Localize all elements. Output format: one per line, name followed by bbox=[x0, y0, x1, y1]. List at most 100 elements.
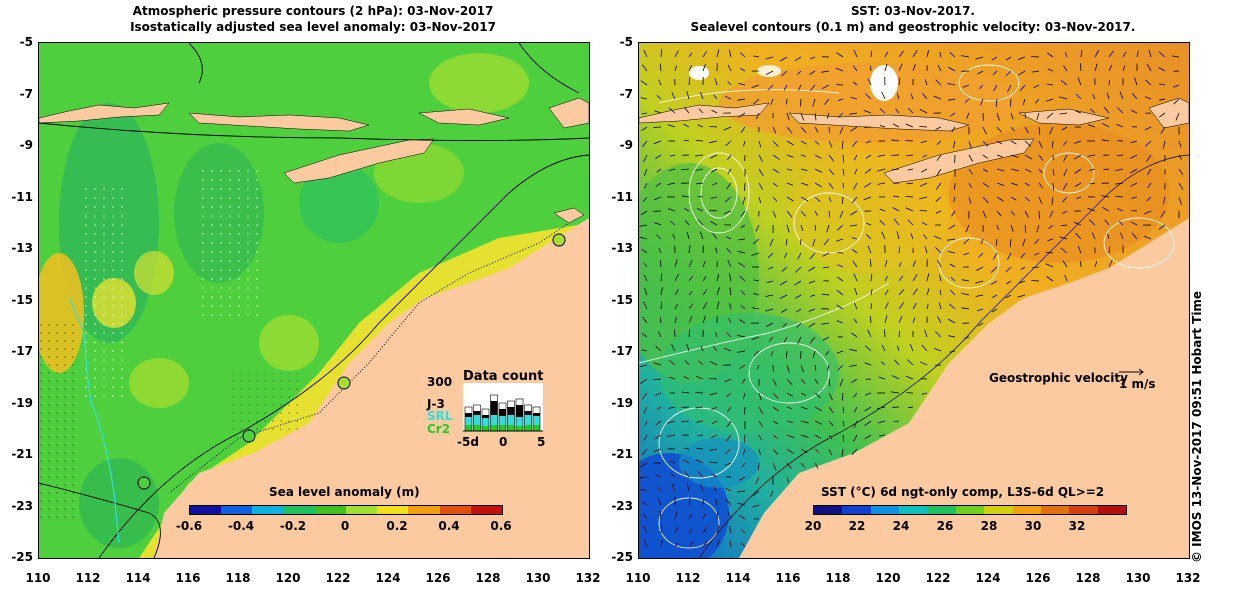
left-lon-tick-8: 126 bbox=[425, 571, 451, 585]
velocity-vector bbox=[863, 196, 872, 200]
right-title: SST: 03-Nov-2017. Sealevel contours (0.1… bbox=[638, 3, 1188, 35]
data-count-bar-segment bbox=[524, 415, 532, 425]
velocity-vector bbox=[1116, 208, 1124, 212]
velocity-vector bbox=[671, 92, 676, 100]
velocity-vector bbox=[783, 336, 788, 343]
velocity-vector bbox=[879, 108, 886, 114]
left-lon-tick-4: 118 bbox=[225, 571, 251, 585]
velocity-vector bbox=[786, 448, 794, 454]
velocity-vector bbox=[1033, 84, 1040, 89]
velocity-vector bbox=[1101, 139, 1110, 142]
velocity-vector bbox=[710, 473, 718, 478]
velocity-vector bbox=[870, 50, 873, 58]
velocity-vector bbox=[963, 252, 970, 256]
velocity-vector bbox=[1036, 112, 1040, 121]
velocity-vector bbox=[898, 262, 902, 268]
velocity-vector bbox=[643, 50, 648, 58]
velocity-vector bbox=[700, 483, 704, 492]
sst-colorbar-swatch-3 bbox=[899, 506, 928, 514]
velocity-vector bbox=[864, 406, 872, 412]
velocity-vector bbox=[810, 56, 816, 60]
velocity-vector bbox=[696, 447, 704, 450]
velocity-vector bbox=[1129, 168, 1138, 174]
velocity-vector bbox=[923, 234, 928, 240]
velocity-vector bbox=[867, 329, 872, 338]
velocity-vector bbox=[921, 392, 928, 395]
velocity-vector bbox=[1047, 68, 1054, 72]
left-lon-tick-9: 128 bbox=[475, 571, 501, 585]
velocity-vector bbox=[1101, 122, 1110, 128]
velocity-vector bbox=[653, 362, 662, 366]
velocity-vector bbox=[898, 330, 900, 338]
velocity-vector bbox=[990, 280, 998, 286]
velocity-vector bbox=[996, 224, 999, 231]
right-lon-tick-0: 110 bbox=[625, 571, 651, 585]
sst-colorbar-tick-2: 24 bbox=[892, 519, 910, 533]
velocity-vector bbox=[1063, 140, 1068, 146]
right-lon-tick-8: 126 bbox=[1025, 571, 1051, 585]
velocity-vector bbox=[683, 447, 690, 450]
velocity-vector bbox=[737, 334, 746, 338]
velocity-vector bbox=[898, 77, 901, 86]
velocity-vector bbox=[1034, 98, 1040, 104]
velocity-vector bbox=[780, 280, 788, 286]
velocity-legend-label: Geostrophic velocity bbox=[989, 371, 1128, 385]
velocity-vector bbox=[1062, 210, 1068, 215]
velocity-vector bbox=[739, 275, 746, 282]
sla-colorbar-title: Sea level anomaly (m) bbox=[269, 485, 420, 499]
velocity-vector bbox=[1178, 196, 1182, 205]
data-count-series-cr2: Cr2 bbox=[427, 422, 451, 436]
data-count-bar-segment bbox=[507, 425, 515, 431]
velocity-vector bbox=[683, 207, 690, 212]
velocity-vector bbox=[794, 56, 802, 62]
velocity-vector bbox=[769, 238, 774, 247]
velocity-vector bbox=[709, 448, 718, 451]
data-count-bar-segment bbox=[473, 411, 481, 415]
sla-colorbar-tick-6: 0.6 bbox=[490, 519, 512, 533]
velocity-vector bbox=[639, 224, 648, 227]
velocity-vector bbox=[670, 154, 676, 157]
velocity-vector bbox=[1048, 224, 1054, 230]
right-lat-tick-5: -15 bbox=[611, 292, 633, 307]
velocity-vector bbox=[772, 182, 778, 187]
velocity-vector bbox=[643, 525, 648, 534]
velocity-vector bbox=[828, 168, 835, 176]
velocity-vector bbox=[1024, 210, 1029, 218]
velocity-vector bbox=[727, 64, 732, 72]
velocity-vector bbox=[961, 279, 970, 282]
data-count-bar-segment bbox=[473, 415, 481, 425]
velocity-vector bbox=[1060, 247, 1068, 254]
velocity-vector bbox=[1077, 245, 1082, 254]
velocity-vector bbox=[1018, 280, 1026, 284]
velocity-vector bbox=[919, 182, 928, 187]
velocity-vector bbox=[851, 248, 858, 254]
velocity-vector bbox=[1136, 51, 1139, 58]
velocity-vector bbox=[728, 318, 732, 324]
velocity-vector bbox=[1059, 236, 1068, 240]
sst-colorbar-tick-4: 28 bbox=[980, 519, 998, 533]
velocity-vector bbox=[1017, 70, 1026, 76]
velocity-vector bbox=[884, 329, 886, 338]
velocity-vector bbox=[977, 70, 984, 75]
velocity-vector bbox=[912, 274, 918, 282]
velocity-vector bbox=[922, 154, 928, 158]
velocity-vector bbox=[758, 182, 763, 190]
velocity-vector bbox=[681, 195, 690, 198]
left-lon-tick-5: 120 bbox=[275, 571, 301, 585]
velocity-vector bbox=[695, 406, 704, 409]
velocity-vector bbox=[797, 84, 802, 91]
velocity-vector bbox=[1158, 67, 1166, 72]
velocity-vector bbox=[674, 50, 679, 58]
velocity-vector bbox=[688, 329, 691, 338]
velocity-vector bbox=[809, 252, 816, 260]
velocity-vector bbox=[808, 280, 816, 284]
velocity-vector bbox=[852, 260, 858, 268]
velocity-vector bbox=[993, 84, 998, 92]
velocity-vector bbox=[755, 476, 760, 485]
velocity-vector bbox=[786, 140, 794, 146]
velocity-vector bbox=[751, 307, 760, 310]
velocity-vector bbox=[1064, 274, 1068, 282]
velocity-vector bbox=[653, 196, 662, 201]
velocity-vector bbox=[841, 448, 844, 457]
data-count-bar-segment bbox=[516, 417, 523, 426]
